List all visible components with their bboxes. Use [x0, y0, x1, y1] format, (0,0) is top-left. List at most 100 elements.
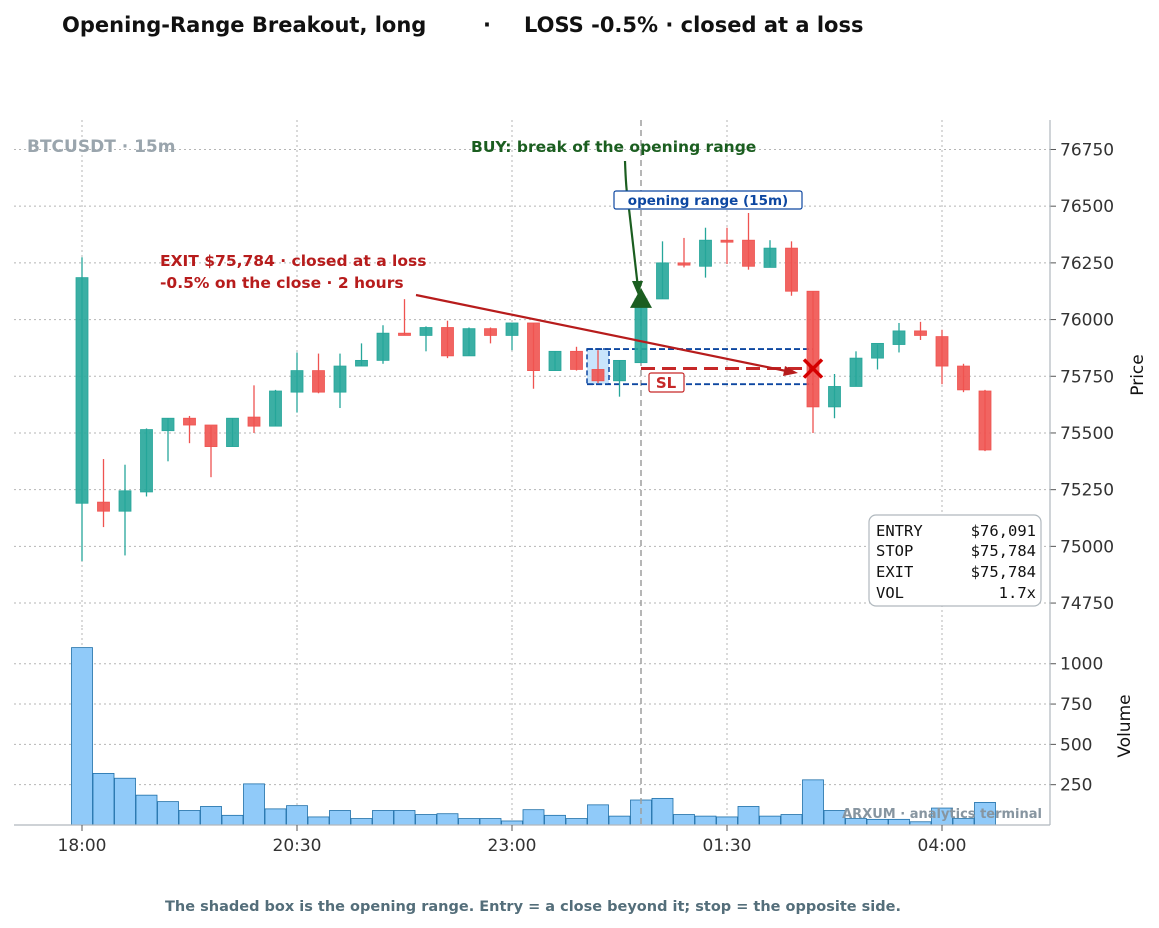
price-tick-label: 75250 [1060, 481, 1114, 501]
volume-panel: 250 500 750 1000 Volume ARXUM · analytics t… [14, 628, 1135, 826]
volume-bar [608, 815, 631, 826]
volume-bar [587, 804, 609, 826]
volume-bar [737, 806, 760, 826]
volume-bar [544, 814, 566, 826]
x-tick-label: 20:30 [273, 836, 322, 856]
watermark: ARXUM · analytics terminal [842, 807, 1042, 822]
candle-body [957, 365, 970, 391]
volume-bar [135, 794, 158, 826]
exit-annotation-line2: -0.5% on the close · 2 hours [160, 274, 404, 292]
stats-exit-label: EXIT [876, 563, 913, 581]
volume-bars [71, 647, 996, 826]
exit-annotation-line1: EXIT $75,784 · closed at a loss [160, 252, 426, 270]
volume-tick-label: 500 [1060, 735, 1092, 755]
candle-body [355, 359, 368, 367]
stats-vol-label: VOL [876, 584, 904, 602]
volume-bar [243, 783, 265, 826]
volume-tick-label: 1000 [1060, 655, 1103, 675]
price-tick-label: 75500 [1060, 424, 1114, 444]
stats-box: ENTRY $76,091 STOP $75,784 EXIT $75,784 … [868, 514, 1042, 607]
volume-bar [307, 816, 330, 826]
candle-body [312, 370, 325, 393]
candle-body [763, 247, 777, 268]
candle-body [376, 332, 390, 361]
stats-exit-value: $75,784 [971, 563, 1036, 581]
candle-body [419, 327, 433, 336]
candle-body [591, 369, 605, 382]
candle-body [806, 290, 820, 408]
volume-axis-ticks: 250 500 750 1000 [1050, 655, 1103, 796]
buy-annotation: BUY: break of the opening range [471, 138, 756, 156]
volume-bar [114, 777, 136, 826]
price-tick-label: 75750 [1060, 367, 1114, 387]
annotations: BUY: break of the opening range opening … [160, 138, 803, 393]
volume-bar [71, 647, 93, 826]
candle-body [785, 247, 798, 292]
exit-marker-stroke-b [802, 358, 824, 379]
candle-body [720, 239, 734, 243]
candle-body [935, 336, 949, 367]
volume-bar [200, 806, 222, 826]
candle-body [656, 262, 669, 300]
price-axis-label: Price [1128, 354, 1148, 395]
exit-arrow-head [783, 366, 798, 376]
x-tick-label: 18:00 [58, 836, 107, 856]
buy-arrow-head [632, 281, 643, 295]
candle-body [161, 417, 175, 432]
candle-body [97, 501, 110, 512]
volume-bar [221, 814, 244, 826]
volume-axis-label: Volume [1115, 694, 1135, 757]
price-tick-label: 76750 [1060, 140, 1114, 160]
price-tick-label: 75000 [1060, 537, 1114, 557]
candle-body [204, 424, 218, 447]
stats-stop-value: $75,784 [971, 542, 1036, 560]
candle-body [140, 429, 153, 493]
volume-bar [522, 809, 545, 826]
candle-body [183, 417, 196, 426]
stop-loss-label: SL [656, 374, 677, 392]
candles [75, 212, 992, 562]
volume-bar [651, 797, 674, 826]
volume-bar [565, 818, 588, 826]
symbol-label: BTCUSDT · 15m [27, 137, 175, 157]
candle-body [398, 332, 411, 336]
volume-bar [673, 814, 695, 826]
entry-marker [630, 287, 652, 308]
volume-bar [178, 810, 201, 826]
stats-vol-value: 1.7x [999, 584, 1036, 602]
candle-body [333, 365, 347, 393]
candle-body [441, 327, 454, 357]
volume-bar [802, 779, 824, 826]
volume-bar [157, 801, 179, 826]
candle-body [828, 386, 841, 408]
candle-body [634, 298, 648, 364]
price-axis-ticks: 74750 75000 75250 75500 75750 76000 76250 76500… [1050, 140, 1114, 614]
x-tick-label: 04:00 [918, 836, 967, 856]
candle-body [118, 490, 132, 512]
footer-caption: The shaded box is the opening range. Ent… [165, 899, 901, 915]
exit-arrow-line [415, 293, 792, 374]
volume-grid [14, 628, 1050, 825]
volume-bar [393, 810, 416, 826]
candle-body [742, 239, 755, 267]
candle-body [484, 328, 497, 336]
volume-bar [436, 813, 459, 826]
volume-bar [780, 814, 803, 826]
price-tick-label: 76500 [1060, 197, 1114, 217]
x-axis-ticks: 18:00 20:30 23:00 01:30 04:00 [58, 825, 967, 856]
axes-frame [14, 120, 1051, 826]
candle-body [892, 330, 906, 345]
volume-bar [458, 818, 480, 826]
candle-body [570, 350, 583, 370]
stats-entry-value: $76,091 [971, 522, 1036, 540]
volume-bar [372, 810, 394, 826]
price-panel: 74750 75000 75250 75500 75750 76000 76250 76500… [14, 120, 1148, 628]
x-tick-label: 23:00 [488, 836, 537, 856]
candle-body [978, 390, 992, 451]
volume-bar [286, 805, 308, 826]
stop-loss-label-box [648, 372, 685, 393]
stats-box-frame [868, 514, 1042, 607]
candle-body [269, 390, 282, 427]
price-tick-label: 76000 [1060, 311, 1114, 331]
